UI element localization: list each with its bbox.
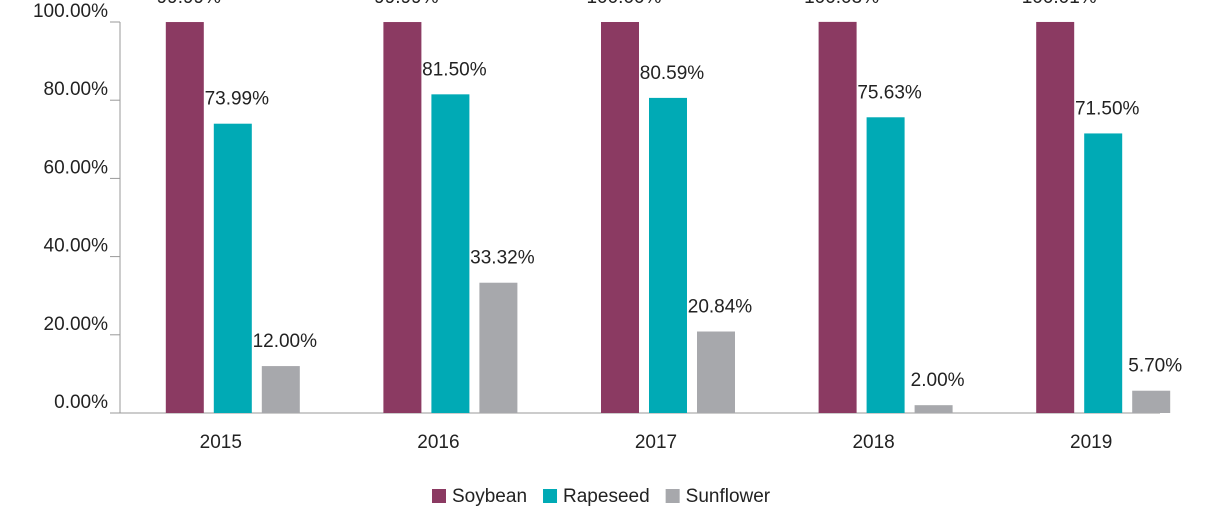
value-label: 20.84% [688, 297, 753, 318]
bar [649, 97, 687, 413]
value-label: 71.50% [1075, 98, 1140, 119]
bar [866, 117, 905, 414]
value-label: 5.70% [1128, 356, 1182, 377]
legend-label: Soybean [452, 486, 527, 507]
bar [479, 282, 518, 413]
x-tick-label: 2016 [417, 432, 459, 453]
legend-label: Sunflower [686, 486, 771, 507]
y-tick-label: 60.00% [44, 157, 109, 178]
x-tick-label: 2018 [852, 432, 894, 453]
bar [383, 22, 422, 414]
x-tick-label: 2015 [200, 432, 242, 453]
bar [914, 405, 953, 413]
y-tick-label: 0.00% [54, 392, 108, 413]
value-label: 81.50% [422, 59, 487, 80]
value-label: 80.59% [640, 63, 705, 84]
legend-swatch [543, 489, 558, 503]
bar [601, 22, 639, 413]
bar [697, 331, 735, 413]
value-label: 100.03% [804, 0, 879, 8]
legend-swatch [432, 489, 446, 503]
value-label: 12.00% [253, 331, 318, 352]
value-label: 99.99% [157, 0, 222, 8]
bar [165, 22, 204, 414]
value-label: 2.00% [911, 370, 965, 391]
legend-swatch [665, 489, 680, 503]
x-tick-label: 2019 [1070, 432, 1112, 453]
bar [1036, 21, 1075, 413]
bar [261, 366, 300, 413]
value-label: 75.63% [857, 82, 922, 103]
y-tick-label: 40.00% [44, 236, 109, 257]
value-label: 100.01% [1022, 0, 1097, 8]
value-label: 99.99% [374, 0, 439, 8]
bar [818, 21, 857, 414]
legend-label: Rapeseed [563, 486, 650, 507]
y-tick-label: 80.00% [44, 79, 109, 100]
value-label: 73.99% [205, 89, 270, 110]
value-label: 33.32% [470, 248, 535, 269]
y-tick-label: 20.00% [44, 314, 109, 335]
x-tick-label: 2017 [635, 432, 677, 453]
bar [213, 123, 252, 413]
y-tick-label: 100.00% [33, 1, 108, 22]
bar [431, 94, 470, 414]
bar [1084, 133, 1123, 413]
value-label: 100.00% [586, 0, 661, 8]
bar [1132, 390, 1171, 413]
